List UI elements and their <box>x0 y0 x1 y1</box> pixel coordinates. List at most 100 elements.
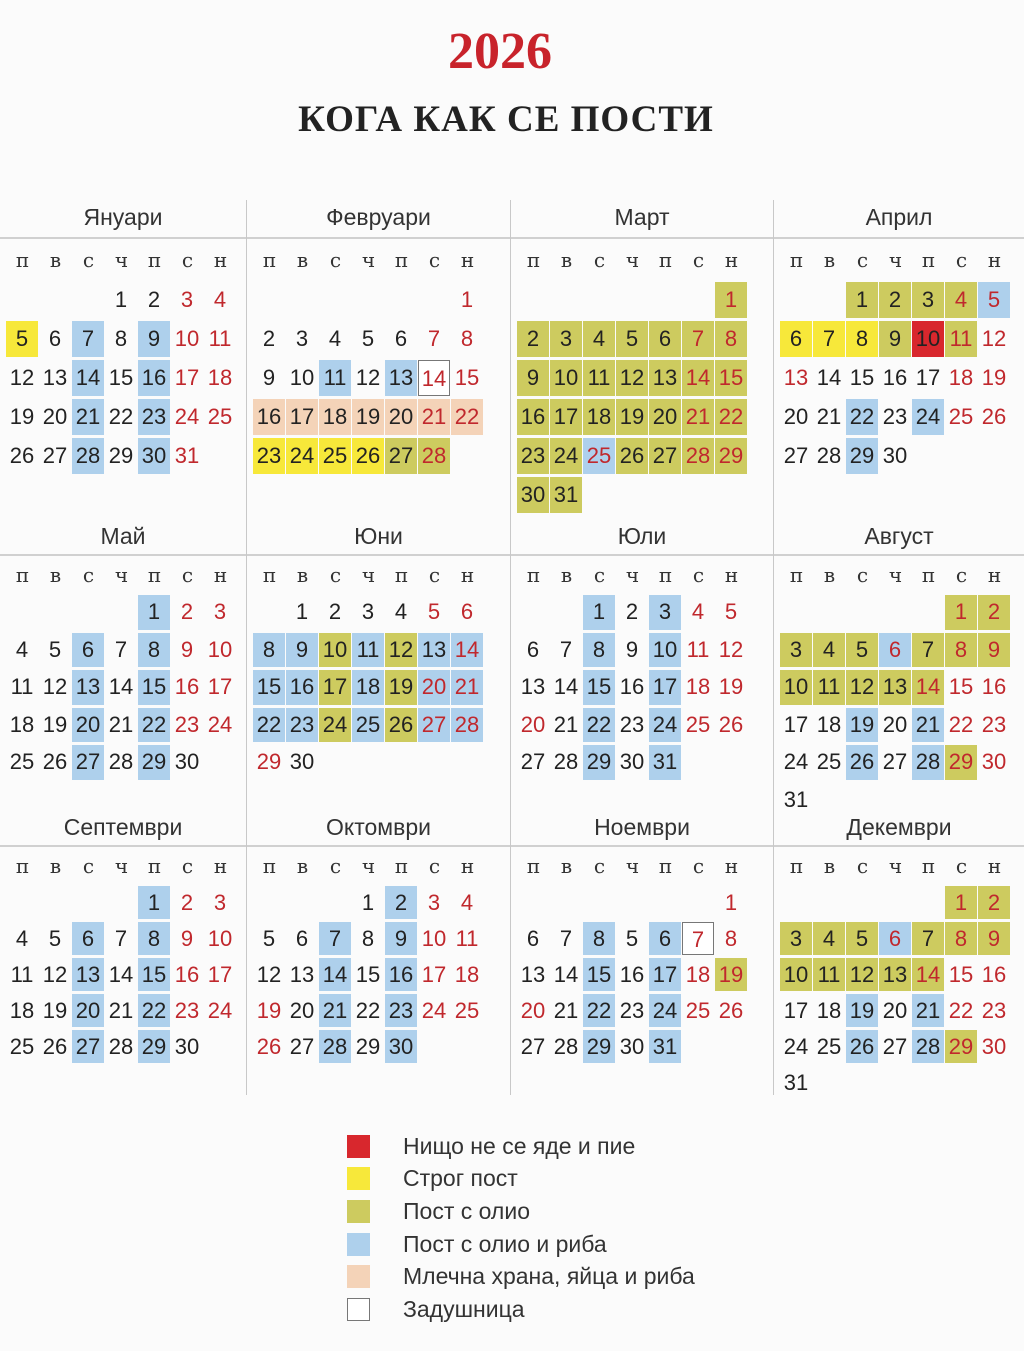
week-row: 20 21 22 23 24 25 26 <box>517 993 773 1029</box>
weekday-label: в <box>49 563 62 587</box>
month-7: Юли п в с ч п с н 1 2 3 4 5 6 7 8 9 10 11 12 13 14 15 16 17 18 19 2… <box>510 520 773 812</box>
day-cell: 23 <box>981 711 1007 737</box>
weekday-label: н <box>460 248 475 272</box>
day-cell: 24 <box>207 998 233 1023</box>
day-cell: 8 <box>460 326 474 351</box>
day-cell: 4 <box>15 926 29 951</box>
week-row: 9 10 11 12 13 14 15 <box>517 359 773 398</box>
legend-label: Пост с олио и риба <box>403 1230 607 1257</box>
day-cell: 12 <box>846 670 878 705</box>
weekday-label: с <box>181 854 194 878</box>
day-cell: 30 <box>619 749 645 774</box>
day-cell: 7 <box>682 922 714 955</box>
week-row: 1 <box>517 885 773 921</box>
day-cell: 16 <box>517 399 549 435</box>
weekday-label: с <box>593 563 606 587</box>
day-cell: 13 <box>879 670 911 705</box>
empty-cell <box>105 595 137 630</box>
day-cell: 4 <box>213 287 227 312</box>
day-cell: 14 <box>72 360 104 396</box>
day-cell: 4 <box>394 599 408 624</box>
day-cell: 25 <box>9 749 35 774</box>
day-cell: 26 <box>42 1034 68 1059</box>
day-cell: 7 <box>559 926 573 951</box>
day-cell: 14 <box>912 958 944 991</box>
day-cell: 8 <box>724 926 738 951</box>
day-cell: 14 <box>816 365 842 390</box>
day-cell: 28 <box>72 438 104 474</box>
day-cell: 29 <box>138 745 170 780</box>
day-cell: 13 <box>649 360 681 396</box>
month-9: Септември п в с ч п с н 1 2 3 4 5 6 7 8 9 10 11 12 13 14 15 16 1… <box>0 812 246 1095</box>
day-cell: 30 <box>517 477 549 513</box>
day-cell: 1 <box>715 282 747 318</box>
legend-swatch <box>347 1167 370 1191</box>
weekday-label: с <box>955 563 968 587</box>
day-cell: 11 <box>208 326 232 351</box>
day-cell: 21 <box>682 399 714 435</box>
weekday-label: с <box>428 248 441 272</box>
day-cell: 2 <box>328 599 342 624</box>
day-cell: 22 <box>138 707 170 742</box>
day-cell: 9 <box>625 636 639 662</box>
day-cell: 3 <box>550 321 582 357</box>
day-cell: 28 <box>451 707 483 742</box>
day-cell: 8 <box>583 922 615 955</box>
day-cell: 25 <box>583 438 615 474</box>
day-cell: 25 <box>816 1034 842 1059</box>
legend: Нищо не се яде и пие Строг пост Пост с оли… <box>347 1130 695 1326</box>
day-cell: 26 <box>718 998 744 1023</box>
day-cell: 12 <box>9 365 35 390</box>
day-cell: 12 <box>385 632 417 667</box>
day-cell: 8 <box>361 926 375 951</box>
day-cell: 23 <box>174 998 200 1023</box>
day-cell: 12 <box>42 962 68 987</box>
day-cell: 9 <box>879 321 911 357</box>
empty-cell <box>583 282 615 318</box>
weekday-label: н <box>213 854 228 878</box>
week-row: 12 13 14 15 16 17 18 <box>6 359 246 398</box>
day-cell: 8 <box>253 632 285 667</box>
day-cell: 23 <box>253 438 285 474</box>
weekday-label: п <box>658 248 673 272</box>
month-11: Ноември п в с ч п с н 1 6 7 8 5 6 7 8 13 14 15 16 17 18 19 20 21… <box>510 812 773 1095</box>
day-cell: 6 <box>48 326 62 351</box>
day-cell: 21 <box>553 998 579 1023</box>
day-cell: 22 <box>583 707 615 742</box>
weekday-label: ч <box>888 248 903 272</box>
day-cell: 15 <box>849 365 875 390</box>
day-cell: 3 <box>180 287 194 312</box>
weekday-label: с <box>329 248 342 272</box>
day-cell: 5 <box>846 632 878 667</box>
week-row: 27 28 29 30 <box>780 437 1024 476</box>
day-cell: 27 <box>882 749 908 774</box>
weekday-label: ч <box>888 563 903 587</box>
day-cell: 9 <box>180 636 194 662</box>
day-cell: 2 <box>180 890 194 915</box>
week-row: 17 18 19 20 21 22 23 <box>780 707 1024 745</box>
day-cell: 2 <box>625 599 639 624</box>
day-cell: 4 <box>328 326 342 351</box>
day-cell: 9 <box>517 360 549 396</box>
day-cell: 29 <box>256 749 282 774</box>
day-cell: 7 <box>427 326 441 351</box>
day-cell: 11 <box>10 962 34 987</box>
day-cell: 14 <box>553 962 579 987</box>
day-cell: 6 <box>649 321 681 357</box>
empty-cell <box>879 886 911 919</box>
day-cell: 19 <box>256 998 282 1023</box>
empty-cell <box>39 886 71 919</box>
month-10: Октомври п в с ч п с н 1 2 3 4 5 6 7 8 9 10 11 12 13 14 15 16 17… <box>246 812 510 1095</box>
day-cell: 11 <box>455 926 479 951</box>
weekday-label: с <box>428 563 441 587</box>
day-cell: 27 <box>783 443 809 468</box>
day-cell: 23 <box>174 711 200 737</box>
week-row: 20 21 22 23 24 25 26 <box>780 398 1024 437</box>
empty-cell <box>319 886 351 919</box>
weekday-label: н <box>987 248 1002 272</box>
